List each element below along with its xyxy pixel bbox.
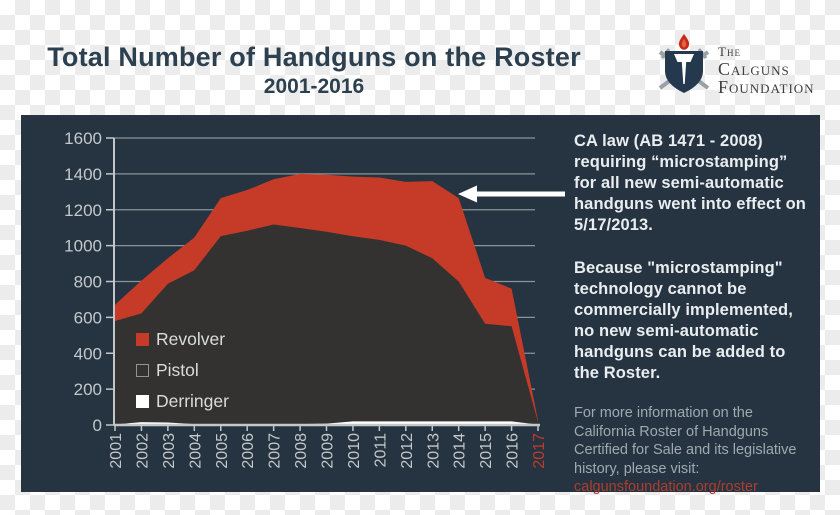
svg-text:2006: 2006 — [240, 433, 257, 469]
legend-label: Pistol — [156, 360, 199, 380]
svg-text:2005: 2005 — [214, 433, 231, 469]
svg-text:1200: 1200 — [64, 201, 102, 220]
svg-text:1600: 1600 — [64, 129, 102, 148]
pistol-swatch-icon — [136, 363, 149, 377]
footer-note: For more information on the California R… — [574, 404, 820, 497]
svg-text:1000: 1000 — [64, 237, 102, 256]
shield-torch-icon — [665, 34, 703, 93]
legend-item-pistol: Pistol — [136, 361, 229, 379]
annotation-paragraph-2: Because "microstamping" technology canno… — [574, 259, 793, 382]
legend-item-revolver: Revolver — [136, 330, 229, 348]
svg-text:2002: 2002 — [134, 433, 151, 469]
svg-text:800: 800 — [74, 273, 102, 292]
legend-label: Derringer — [156, 391, 229, 411]
svg-text:200: 200 — [74, 380, 102, 399]
legend-item-derringer: Derringer — [136, 392, 229, 410]
annotation-paragraph-1: CA law (AB 1471 - 2008) requiring “micro… — [574, 132, 806, 234]
svg-text:2010: 2010 — [346, 433, 363, 469]
logo-line-1: The — [718, 44, 741, 59]
calguns-foundation-logo: The Calguns Foundation — [658, 34, 815, 97]
derringer-swatch-icon — [136, 394, 149, 408]
svg-text:2008: 2008 — [293, 433, 310, 469]
svg-text:2004: 2004 — [187, 433, 204, 469]
logo-line-2: Calguns — [718, 59, 790, 79]
svg-text:2014: 2014 — [452, 433, 469, 469]
legend-label: Revolver — [156, 329, 226, 349]
svg-text:2009: 2009 — [320, 433, 337, 469]
svg-text:2017: 2017 — [531, 433, 548, 469]
footer-text: For more information on the California R… — [574, 405, 797, 477]
roster-link[interactable]: calgunsfoundation.org/roster — [574, 479, 758, 495]
svg-text:2003: 2003 — [161, 433, 178, 469]
svg-text:2001: 2001 — [108, 433, 125, 469]
chart-panel: 0 200 400 600 800 1000 1200 1400 1600 2001 2002 200… — [21, 115, 820, 495]
page-subtitle: 2001-2016 — [263, 75, 365, 98]
chart-legend: Revolver Pistol Derringer — [136, 330, 229, 410]
svg-text:0: 0 — [93, 416, 102, 435]
revolver-swatch-icon — [136, 332, 149, 346]
svg-text:2015: 2015 — [478, 433, 495, 469]
annotation-panel: CA law (AB 1471 - 2008) requiring “micro… — [574, 131, 820, 497]
svg-text:2013: 2013 — [425, 433, 442, 469]
svg-text:600: 600 — [74, 308, 102, 327]
svg-text:2012: 2012 — [399, 433, 416, 469]
svg-text:2016: 2016 — [505, 433, 522, 469]
svg-text:2011: 2011 — [372, 433, 389, 468]
page-title: Total Number of Handguns on the Roster — [47, 42, 581, 72]
svg-text:2007: 2007 — [267, 433, 284, 469]
header: Total Number of Handguns on the Roster 2… — [14, 42, 614, 99]
logo-line-3: Foundation — [718, 77, 815, 97]
svg-text:1400: 1400 — [64, 165, 102, 184]
svg-text:400: 400 — [74, 344, 102, 363]
stacked-area-chart: 0 200 400 600 800 1000 1200 1400 1600 2001 2002 200… — [64, 129, 548, 469]
